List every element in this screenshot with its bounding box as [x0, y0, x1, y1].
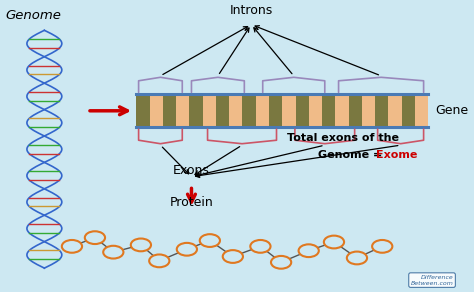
Bar: [415, 94, 428, 128]
Bar: [388, 94, 401, 128]
Text: Total exons of the: Total exons of the: [287, 133, 399, 142]
Bar: [255, 94, 269, 128]
Circle shape: [149, 255, 169, 267]
Bar: [375, 94, 388, 128]
Circle shape: [131, 239, 151, 251]
Circle shape: [372, 240, 392, 253]
Bar: [309, 94, 322, 128]
Circle shape: [347, 252, 367, 264]
Bar: [242, 94, 255, 128]
Bar: [269, 94, 282, 128]
Bar: [163, 94, 176, 128]
Circle shape: [200, 234, 220, 247]
Bar: [216, 94, 229, 128]
Text: Gene: Gene: [435, 104, 468, 117]
Text: Exome: Exome: [376, 150, 418, 160]
Bar: [150, 94, 163, 128]
Bar: [295, 94, 309, 128]
Text: Exons: Exons: [173, 164, 210, 177]
Bar: [282, 94, 295, 128]
Bar: [335, 94, 348, 128]
Circle shape: [85, 231, 105, 244]
Bar: [362, 94, 375, 128]
Text: Difference
Between.com: Difference Between.com: [410, 275, 454, 286]
Circle shape: [324, 236, 344, 248]
Circle shape: [177, 243, 197, 256]
Bar: [137, 94, 150, 128]
Text: Genome: Genome: [5, 8, 61, 22]
Bar: [176, 94, 190, 128]
Bar: [190, 94, 203, 128]
Circle shape: [62, 240, 82, 253]
Bar: [401, 94, 415, 128]
Circle shape: [271, 256, 291, 269]
Bar: [348, 94, 362, 128]
Circle shape: [103, 246, 123, 258]
Circle shape: [250, 240, 271, 253]
Text: Genome =: Genome =: [318, 150, 386, 160]
Text: Protein: Protein: [170, 196, 213, 209]
Bar: [229, 94, 242, 128]
Bar: [322, 94, 335, 128]
Circle shape: [223, 250, 243, 263]
Bar: [203, 94, 216, 128]
Text: Introns: Introns: [229, 4, 273, 17]
Circle shape: [299, 244, 319, 257]
